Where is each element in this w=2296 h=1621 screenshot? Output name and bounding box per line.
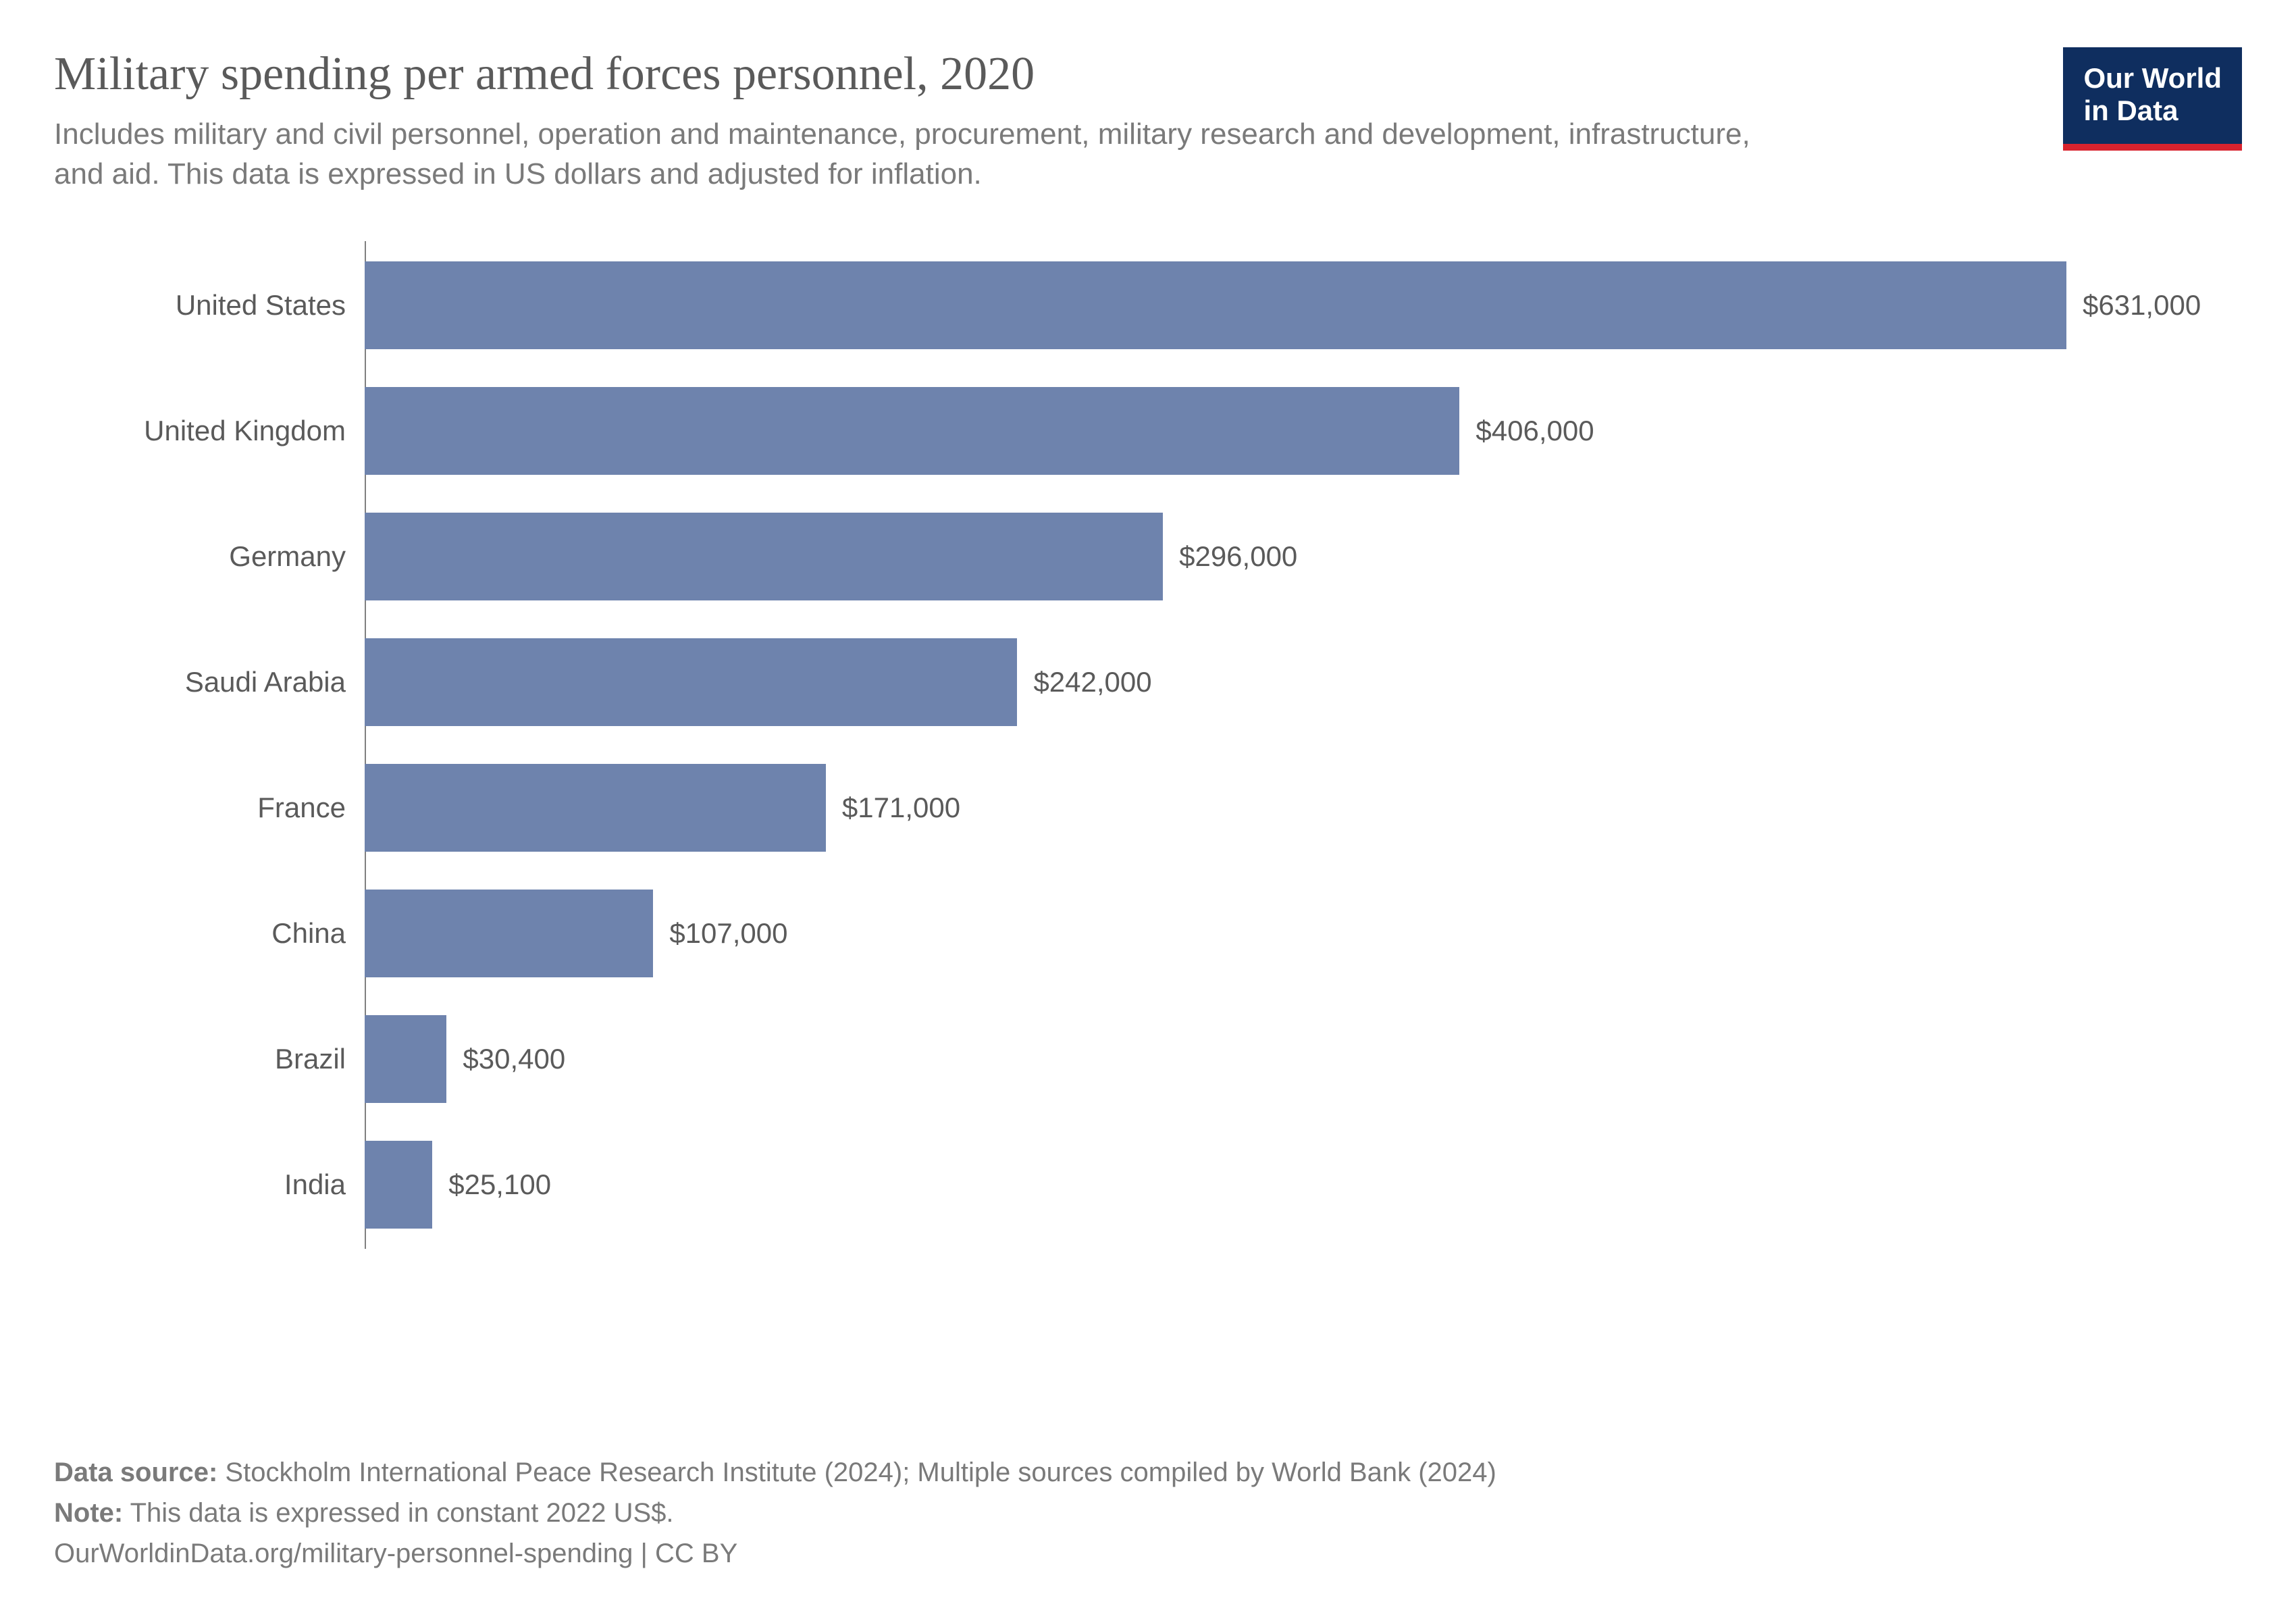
bar-row: United States $631,000 [95,261,2242,349]
bar-value: $296,000 [1179,540,1297,573]
chart-title: Military spending per armed forces perso… [54,47,1776,102]
bar-track: $30,400 [365,1015,2242,1103]
bar-value: $107,000 [669,917,787,950]
bar-track: $171,000 [365,764,2242,852]
bar-rect [365,890,653,977]
bar-label: United States [95,289,365,321]
bar-track: $406,000 [365,387,2242,475]
bar-rect [365,387,1459,475]
owid-logo: Our World in Data [2063,47,2242,151]
chart-footer: Data source: Stockholm International Pea… [54,1452,2242,1574]
bar-label: India [95,1168,365,1201]
source-label: Data source: [54,1458,217,1487]
bar-track: $25,100 [365,1141,2242,1229]
bar-label: Brazil [95,1043,365,1075]
title-block: Military spending per armed forces perso… [54,47,1776,194]
source-text: Stockholm International Peace Research I… [217,1458,1496,1487]
bar-value: $171,000 [842,792,960,824]
bar-row: Brazil $30,400 [95,1015,2242,1103]
bars-container: United States $631,000 United Kingdom $406,… [95,241,2242,1249]
bar-row: India $25,100 [95,1141,2242,1229]
note-label: Note: [54,1498,123,1528]
chart-subtitle: Includes military and civil personnel, o… [54,114,1776,195]
bar-rect [365,261,2066,349]
bar-label: China [95,917,365,950]
bar-track: $107,000 [365,890,2242,977]
header: Military spending per armed forces perso… [54,47,2242,194]
footer-link-line: OurWorldinData.org/military-personnel-sp… [54,1533,2242,1574]
bar-label: France [95,792,365,824]
bar-row: China $107,000 [95,890,2242,977]
bar-rect [365,1141,432,1229]
bar-value: $242,000 [1033,666,1151,698]
logo-line-1: Our World [2083,62,2222,95]
bar-value: $631,000 [2083,289,2201,321]
bar-value: $406,000 [1476,415,1594,447]
bar-value: $30,400 [463,1043,565,1075]
bar-rect [365,638,1017,726]
bar-value: $25,100 [448,1168,551,1201]
footer-source-line: Data source: Stockholm International Pea… [54,1452,2242,1493]
logo-line-2: in Data [2083,95,2222,127]
bar-label: United Kingdom [95,415,365,447]
note-text: This data is expressed in constant 2022 … [123,1498,673,1528]
bar-label: Saudi Arabia [95,666,365,698]
bar-track: $242,000 [365,638,2242,726]
bar-row: Saudi Arabia $242,000 [95,638,2242,726]
bar-rect [365,764,826,852]
chart-area: United States $631,000 United Kingdom $406,… [95,241,2242,1249]
bar-row: United Kingdom $406,000 [95,387,2242,475]
bar-rect [365,513,1163,600]
bar-label: Germany [95,540,365,573]
bar-track: $296,000 [365,513,2242,600]
footer-note-line: Note: This data is expressed in constant… [54,1493,2242,1533]
bar-row: Germany $296,000 [95,513,2242,600]
bar-row: France $171,000 [95,764,2242,852]
bar-rect [365,1015,446,1103]
bar-track: $631,000 [365,261,2242,349]
